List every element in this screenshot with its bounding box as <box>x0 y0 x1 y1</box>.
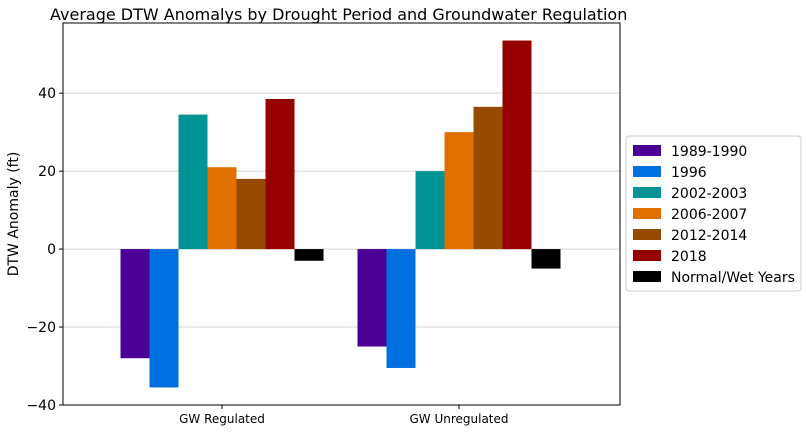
legend-swatch <box>633 187 661 198</box>
bar-2018-gw-unregulated <box>502 40 532 250</box>
bar-2002-2003-gw-unregulated <box>415 171 445 250</box>
y-axis-label: DTW Anomaly (ft) <box>6 152 22 277</box>
bar-2018-gw-regulated <box>265 99 295 250</box>
y-tick-label: 40 <box>38 86 56 102</box>
plot-frame <box>62 22 621 406</box>
x-tick-label: GW Regulated <box>179 412 265 426</box>
bar-2006-2007-gw-unregulated <box>444 132 474 250</box>
legend-label: 2006-2007 <box>671 207 747 223</box>
legend: 1989-1990 1996 2002-2003 2006-2007 2012-2014… <box>625 135 802 292</box>
bar-1989-1990-gw-regulated <box>120 249 150 359</box>
legend-swatch <box>633 250 661 261</box>
x-axis: GW Regulated GW Unregulated <box>179 405 509 426</box>
bar-2012-2014-gw-unregulated <box>473 106 503 250</box>
bar-2002-2003-gw-regulated <box>178 114 208 250</box>
legend-swatch <box>633 271 661 282</box>
bar-1996-gw-regulated <box>149 249 179 388</box>
bar-2006-2007-gw-regulated <box>207 167 237 250</box>
legend-label: 1989-1990 <box>671 144 747 160</box>
legend-box <box>625 135 802 292</box>
bar-1989-1990-gw-unregulated <box>357 249 387 347</box>
legend-label: Normal/Wet Years <box>671 270 795 286</box>
y-tick-label: 0 <box>47 242 56 258</box>
y-tick-label: 20 <box>38 164 56 180</box>
y-tick-label: −20 <box>26 320 56 336</box>
legend-swatch <box>633 229 661 240</box>
bar-normal-wet-years-gw-unregulated <box>531 249 561 269</box>
y-tick-label: −40 <box>26 398 56 414</box>
legend-swatch <box>633 208 661 219</box>
x-tick-label: GW Unregulated <box>409 412 508 426</box>
bar-normal-wet-years-gw-regulated <box>294 249 324 261</box>
legend-swatch <box>633 166 661 177</box>
legend-label: 2002-2003 <box>671 186 747 202</box>
y-axis: −40 −20 0 20 40 <box>26 86 63 414</box>
bars <box>120 40 561 388</box>
legend-label: 2018 <box>671 249 707 265</box>
legend-swatch <box>633 145 661 156</box>
legend-label: 2012-2014 <box>671 228 747 244</box>
chart-title: Average DTW Anomalys by Drought Period a… <box>50 5 627 24</box>
legend-label: 1996 <box>671 165 707 181</box>
bar-1996-gw-unregulated <box>386 249 416 368</box>
bar-2012-2014-gw-regulated <box>236 178 266 250</box>
